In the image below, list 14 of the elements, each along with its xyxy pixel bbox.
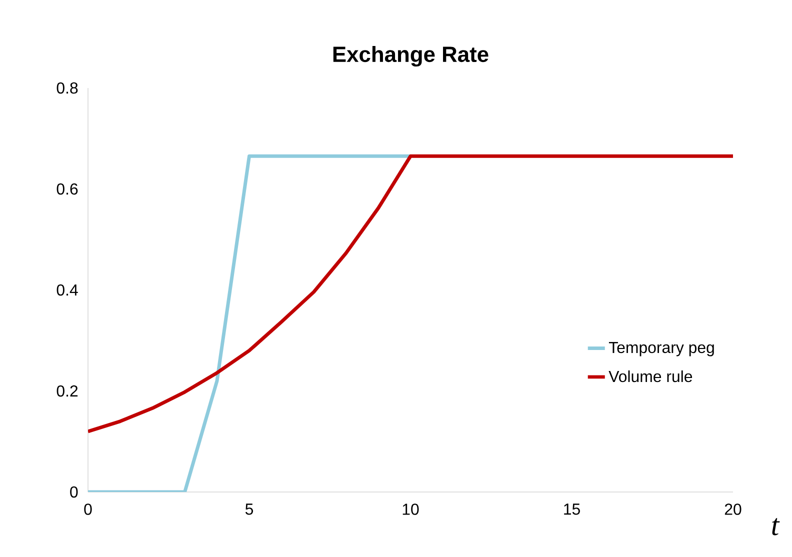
x-tick-label: 15: [564, 504, 580, 515]
y-tick-label: 0.8: [56, 82, 78, 94]
y-tick-label: 0.4: [56, 284, 78, 296]
y-tick-label: 0.6: [56, 183, 78, 195]
x-tick-label: 0: [84, 504, 92, 515]
chart-title: Exchange Rate: [333, 46, 488, 67]
x-tick-label: 10: [402, 504, 419, 515]
y-tick-label: 0.2: [56, 385, 78, 397]
x-tick-label: 20: [724, 504, 742, 515]
x-axis-title: t: [772, 518, 780, 536]
legend-label: Volume rule: [608, 370, 692, 382]
y-tick-label: 0: [70, 486, 78, 498]
x-tick-label: 5: [245, 504, 254, 515]
legend-label: Temporary peg: [608, 342, 714, 356]
